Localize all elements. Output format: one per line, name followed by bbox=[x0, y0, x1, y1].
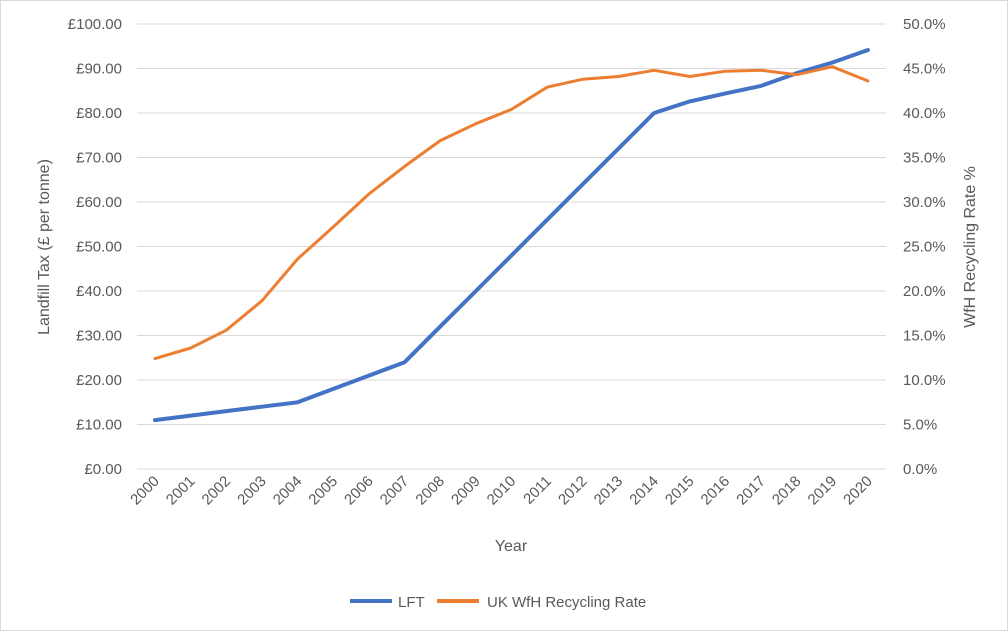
y-tick-label: £10.00 bbox=[76, 417, 122, 434]
x-axis-title: Year bbox=[495, 538, 528, 555]
y-tick-label: £80.00 bbox=[76, 105, 122, 122]
x-tick-label: 2006 bbox=[341, 473, 377, 509]
x-tick-label: 2014 bbox=[626, 473, 662, 509]
y2-tick-label: 10.0% bbox=[903, 372, 946, 389]
legend-label-recycling: UK WfH Recycling Rate bbox=[487, 594, 646, 611]
y-tick-label: £20.00 bbox=[76, 372, 122, 389]
y-axis-right-ticks: 0.0% 5.0% 10.0% 15.0% 20.0% 25.0% 30.0% 35.0% 40… bbox=[903, 16, 946, 478]
x-tick-label: 2009 bbox=[448, 473, 484, 509]
y-tick-label: £90.00 bbox=[76, 61, 122, 78]
y2-tick-label: 20.0% bbox=[903, 283, 946, 300]
legend-label-lft: LFT bbox=[398, 594, 425, 611]
x-tick-label: 2000 bbox=[127, 473, 163, 509]
x-tick-label: 2010 bbox=[484, 473, 520, 509]
series-line-recycling-rate bbox=[153, 65, 870, 361]
x-tick-label: 2011 bbox=[520, 473, 555, 508]
y-tick-label: £0.00 bbox=[84, 461, 122, 478]
x-tick-label: 2017 bbox=[733, 473, 769, 509]
y2-tick-label: 40.0% bbox=[903, 105, 946, 122]
gridlines bbox=[137, 23, 886, 470]
legend: LFT UK WfH Recycling Rate bbox=[350, 594, 646, 611]
x-tick-label: 2018 bbox=[769, 473, 805, 509]
y-tick-label: £60.00 bbox=[76, 194, 122, 211]
y-tick-label: £30.00 bbox=[76, 328, 122, 345]
x-tick-label: 2019 bbox=[805, 473, 841, 509]
y-tick-label: £70.00 bbox=[76, 150, 122, 167]
x-tick-label: 2005 bbox=[305, 473, 341, 509]
x-tick-label: 2002 bbox=[199, 473, 235, 509]
y2-tick-label: 30.0% bbox=[903, 194, 946, 211]
y-axis-title: Landfill Tax (£ per tonne) bbox=[36, 159, 53, 335]
x-tick-label: 2013 bbox=[591, 473, 627, 509]
x-tick-label: 2012 bbox=[555, 473, 591, 509]
y2-tick-label: 50.0% bbox=[903, 16, 946, 33]
x-tick-label: 2004 bbox=[270, 473, 306, 509]
x-tick-label: 2020 bbox=[840, 473, 876, 509]
y2-tick-label: 5.0% bbox=[903, 417, 937, 434]
y-tick-label: £40.00 bbox=[76, 283, 122, 300]
series-lines bbox=[153, 48, 870, 423]
y-tick-label: £50.00 bbox=[76, 239, 122, 256]
y-axis-left-ticks: £0.00 £10.00 £20.00 £30.00 £40.00 £50.00 £60.0… bbox=[68, 16, 122, 478]
x-tick-label: 2008 bbox=[412, 473, 448, 509]
y2-tick-label: 15.0% bbox=[903, 328, 946, 345]
y2-tick-label: 45.0% bbox=[903, 61, 946, 78]
x-axis-ticks: 2000 2001 2002 2003 2004 2005 2006 2007 2008 2009… bbox=[127, 473, 876, 509]
y2-tick-label: 35.0% bbox=[903, 150, 946, 167]
x-tick-label: 2007 bbox=[377, 473, 413, 509]
x-tick-label: 2015 bbox=[662, 473, 698, 509]
y2-tick-label: 0.0% bbox=[903, 461, 937, 478]
series-line-lft bbox=[153, 48, 870, 423]
x-tick-label: 2001 bbox=[163, 473, 199, 509]
x-tick-label: 2003 bbox=[234, 473, 270, 509]
x-tick-label: 2016 bbox=[698, 473, 734, 509]
y2-axis-title: WfH Recycling Rate % bbox=[962, 166, 979, 328]
y2-tick-label: 25.0% bbox=[903, 239, 946, 256]
y-tick-label: £100.00 bbox=[68, 16, 122, 33]
